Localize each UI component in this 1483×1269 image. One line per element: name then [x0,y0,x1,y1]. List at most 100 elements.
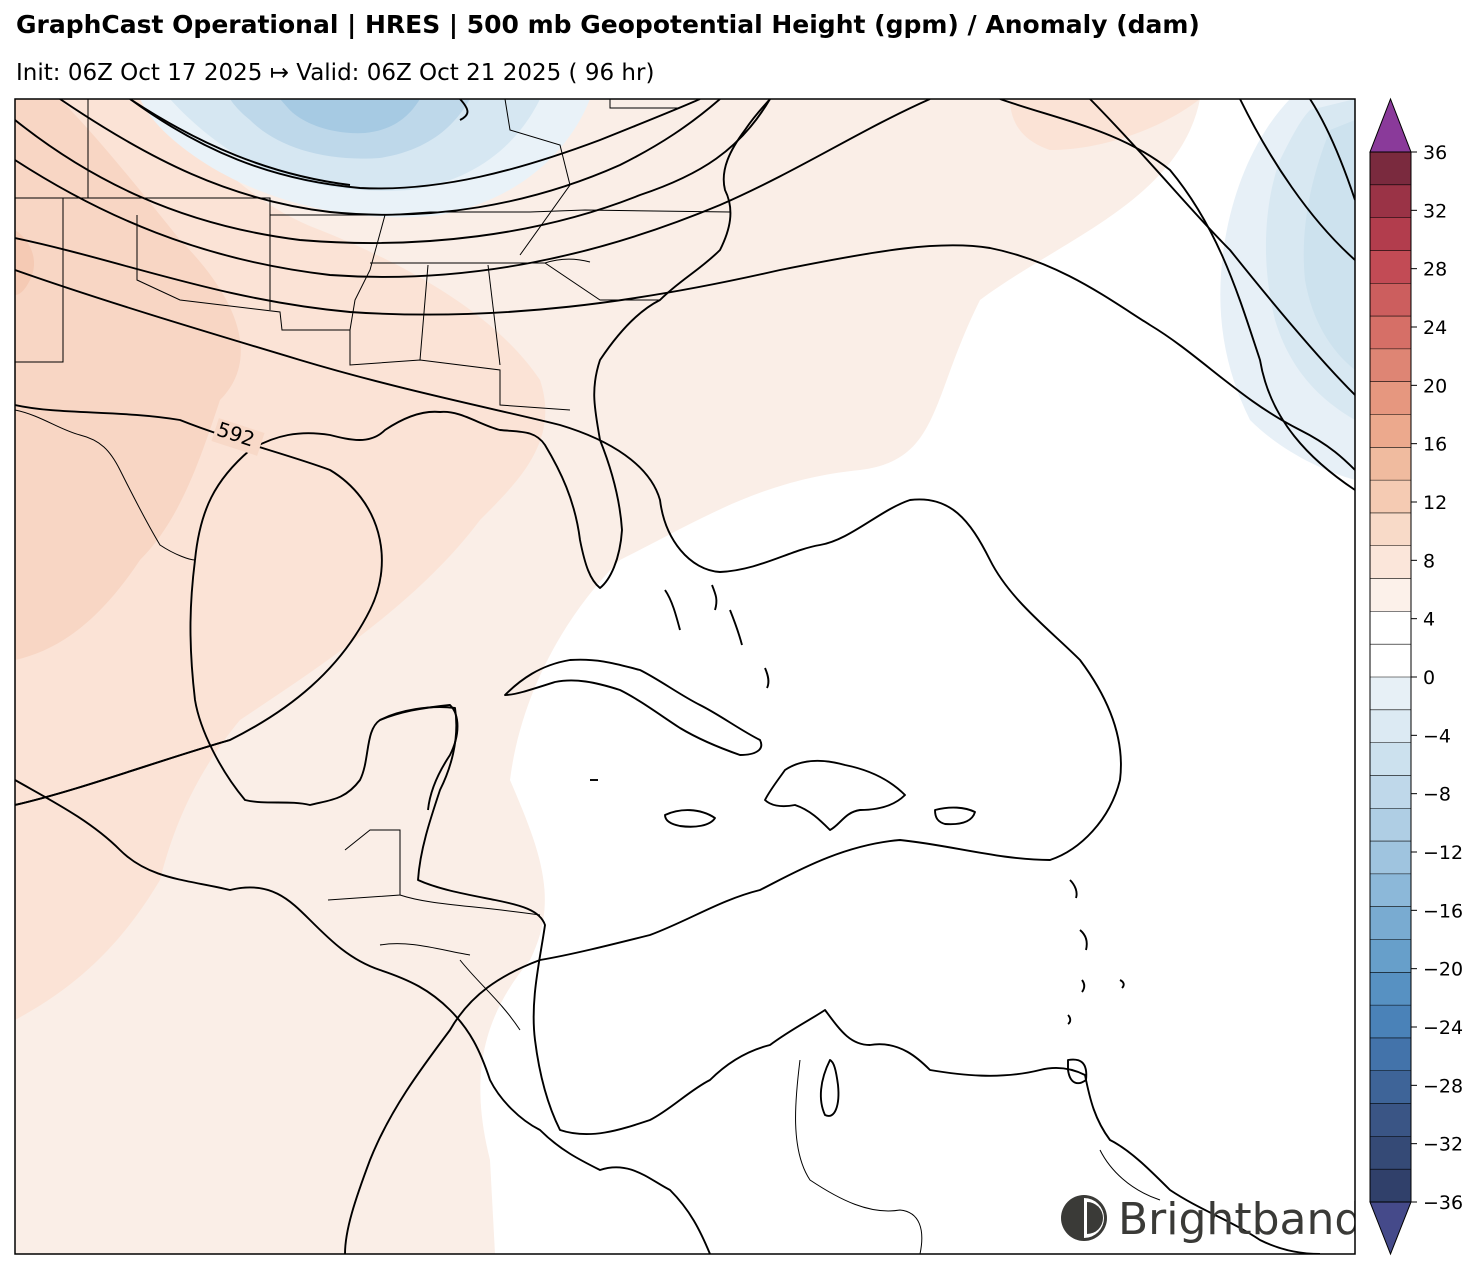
map-frame [14,98,1356,1255]
contour-north-7 [459,99,469,121]
coastlines [15,99,1321,1254]
colorbar-segment [1370,939,1411,973]
colorbar-segment [1370,545,1411,580]
pacific-coast [15,779,711,1254]
colorbar-tick-label: −20 [1423,959,1463,981]
anomaly-plus-6 [15,99,241,660]
colorbar-segment [1370,611,1411,645]
colorbar-under-arrow [1369,1201,1412,1256]
colorbar-segment [1370,480,1411,514]
colorbar-tick-label: 0 [1423,667,1435,689]
yucatan [379,704,459,811]
colorbar-tick-label: −24 [1423,1017,1463,1039]
colorbar-segment [1370,1005,1411,1039]
colorbar-tick-label: 16 [1423,434,1447,456]
colorbar-tick-label: 28 [1423,259,1447,281]
chart-subtitle: Init: 06Z Oct 17 2025 ↦ Valid: 06Z Oct 2… [16,60,655,86]
colorbar-segment [1370,250,1411,284]
bahamas-4 [764,667,770,689]
colorbar-segment [1370,414,1411,448]
colorbar-tick-label: −12 [1423,842,1463,864]
lesser-antilles-3 [1081,979,1086,993]
bahamas-1 [664,589,681,631]
small-island-1 [1119,979,1125,989]
colorbar-segment [1370,1103,1411,1137]
contour-east-3 [1089,99,1355,396]
contour-east-2 [1309,99,1355,201]
colorbar-tick-label: −16 [1423,900,1463,922]
colorbar-segment [1370,906,1411,941]
colorbar-segment [1370,1169,1411,1203]
colorbar-tick-label: −8 [1423,784,1451,806]
small-island-2 [1067,1014,1072,1025]
colorbar-segment [1370,217,1411,252]
colorbar-segment [1370,283,1411,317]
colorbar-tick-label: 36 [1423,142,1447,164]
lesser-antilles-2 [1079,929,1088,951]
bahamas-3 [729,609,743,646]
colorbar-tick-label: −32 [1423,1134,1463,1156]
trinidad [1067,1058,1088,1085]
cuba [504,658,763,756]
colorbar-segment [1370,348,1411,383]
bahamas-2 [711,584,718,611]
colorbar-tick-label: −28 [1423,1075,1463,1097]
colorbar-segment [1370,775,1411,809]
colorbar-segment [1370,742,1411,777]
gulf-coast [194,99,771,589]
colorbar-segment [1370,316,1411,350]
anomaly-plus-4b [1010,99,1200,150]
colorbar-segment [1370,1136,1411,1170]
colorbar-tick-label: −36 [1423,1192,1463,1214]
colorbar-tick-label: 24 [1423,317,1447,339]
puerto-rico [934,806,976,826]
contour-east-1 [1239,99,1355,261]
colorbar-tick-label: 8 [1423,550,1435,572]
contour-east-4 [999,99,1355,491]
colorbar-tick-label: 4 [1423,609,1435,631]
map-panel: 592 Brightband [15,99,1362,1254]
anomaly-minus-east-3 [1303,120,1355,370]
logo-text: Brightband [1118,1194,1362,1245]
contour-north-1 [129,99,701,190]
contour-north-3 [15,99,771,244]
colorbar-segment [1370,841,1411,875]
height-contours [15,99,1355,1254]
contour-mid [15,739,231,806]
jamaica [664,809,716,828]
colorbar-segment [1370,447,1411,481]
colorbar-segment [1370,512,1411,547]
colorbar-segment [1370,152,1411,186]
colorbar-segment [1370,677,1411,711]
colorbar-over-arrow [1369,97,1412,153]
anomaly-plus-8 [15,230,35,295]
colorbar-segment [1370,381,1411,416]
colorbar-segment [1370,1037,1411,1072]
colorbar-tick-label: 20 [1423,375,1447,397]
colorbar-segment [1370,1070,1411,1105]
contour-label-bg [211,418,265,456]
colorbar: 36 32 28 24 20 16 12 8 4 0 −4 −8 −12 −16 −20 −24 −28 −32 −… [1369,97,1463,1256]
colorbar-segment [1370,709,1411,744]
anomaly-fill-negative [140,99,1355,480]
hispaniola [764,759,906,831]
colorbar-segment [1370,644,1411,678]
south-america-north [819,1059,840,1117]
contour-north-5 [15,237,1355,471]
colorbar-tick-label: −4 [1423,725,1451,747]
colorbar-segment [1370,578,1411,612]
colorbar-tick-label: 32 [1423,200,1447,222]
contour-north-2 [59,99,721,216]
colorbar-tick-label: 12 [1423,492,1447,514]
anomaly-fill-positive [15,99,1200,1254]
colorbar-segment [1370,808,1411,842]
colorbar-segment [1370,873,1411,908]
mexico-gulf-coast [189,559,1321,1254]
contour-north-6 [129,99,351,186]
chart-title: GraphCast Operational | HRES | 500 mb Ge… [16,10,1200,39]
lesser-antilles-1 [1069,879,1078,899]
anomaly-minus-low-north-4 [280,99,420,134]
brightband-logo: Brightband [1061,1194,1362,1245]
colorbar-segment [1370,184,1411,219]
